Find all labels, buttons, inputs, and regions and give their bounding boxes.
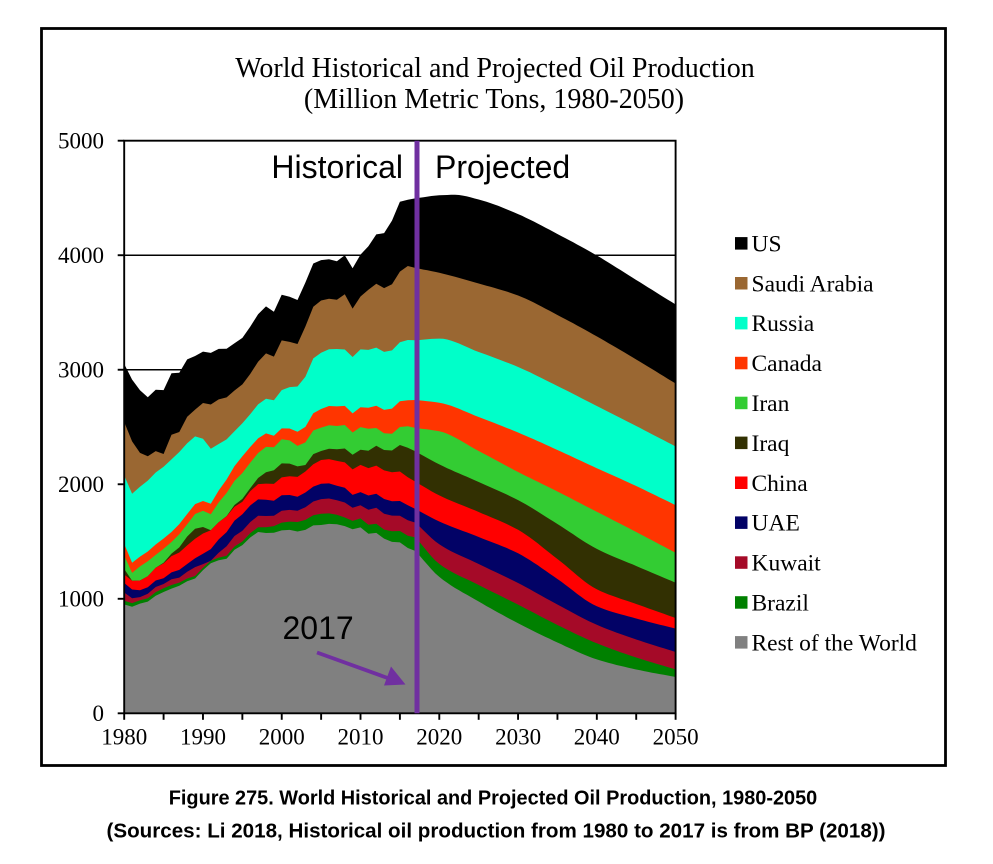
svg-text:3000: 3000 xyxy=(58,358,104,383)
svg-text:2020: 2020 xyxy=(416,725,462,750)
svg-text:2010: 2010 xyxy=(338,725,384,750)
svg-text:2030: 2030 xyxy=(495,725,541,750)
svg-text:Canada: Canada xyxy=(752,351,823,377)
svg-text:2000: 2000 xyxy=(58,472,104,497)
svg-text:Rest of the World: Rest of the World xyxy=(752,630,918,656)
svg-text:2050: 2050 xyxy=(653,725,699,750)
svg-text:2040: 2040 xyxy=(574,725,620,750)
svg-text:0: 0 xyxy=(93,701,105,726)
svg-text:China: China xyxy=(752,471,809,497)
svg-text:1990: 1990 xyxy=(180,725,226,750)
svg-text:1980: 1980 xyxy=(101,725,147,750)
svg-text:UAE: UAE xyxy=(752,511,800,537)
svg-text:2017: 2017 xyxy=(283,610,354,646)
svg-text:Figure 275. World Historical a: Figure 275. World Historical and Project… xyxy=(169,788,817,810)
svg-text:Historical: Historical xyxy=(271,149,403,185)
svg-text:World Historical and Projected: World Historical and Projected Oil Produ… xyxy=(235,53,755,84)
svg-text:US: US xyxy=(752,231,782,257)
svg-text:1000: 1000 xyxy=(58,587,104,612)
svg-text:Brazil: Brazil xyxy=(752,591,810,617)
svg-text:Kuwait: Kuwait xyxy=(752,551,822,577)
svg-text:2000: 2000 xyxy=(259,725,305,750)
svg-text:4000: 4000 xyxy=(58,243,104,268)
svg-text:Iran: Iran xyxy=(752,391,790,417)
svg-text:Saudi Arabia: Saudi Arabia xyxy=(752,271,875,297)
svg-text:Projected: Projected xyxy=(435,149,570,185)
svg-text:Iraq: Iraq xyxy=(752,431,790,457)
svg-text:5000: 5000 xyxy=(58,129,104,154)
svg-text:Russia: Russia xyxy=(752,311,815,337)
svg-text:(Million Metric Tons, 1980-205: (Million Metric Tons, 1980-2050) xyxy=(304,84,684,115)
svg-text:(Sources: Li 2018, Historical: (Sources: Li 2018, Historical oil produc… xyxy=(107,820,886,843)
